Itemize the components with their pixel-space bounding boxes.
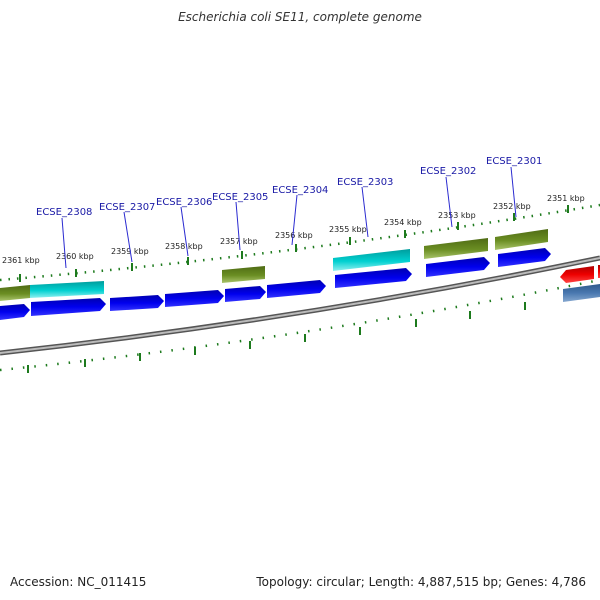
gene-arrow-forward[interactable] <box>225 286 266 302</box>
tick-label: 2351 kbp <box>547 194 585 203</box>
feature-bar-olive <box>222 266 265 283</box>
gene-arrow-forward[interactable] <box>165 290 224 307</box>
gene-label-ecse-2305[interactable]: ECSE_2305 <box>212 192 268 203</box>
gene-label-ecse-2301[interactable]: ECSE_2301 <box>486 156 542 167</box>
outer-tick-ring <box>0 203 600 282</box>
gene-arrow-forward[interactable] <box>0 304 30 320</box>
gene-arrow-forward[interactable] <box>335 268 412 288</box>
gene-arrow-forward[interactable] <box>110 295 164 311</box>
gene-label-connectors <box>61 166 517 269</box>
genome-backbone-highlight <box>0 257 600 354</box>
tick-label: 2355 kbp <box>329 225 367 234</box>
tick-label: 2356 kbp <box>275 231 313 240</box>
genome-summary-text: Topology: circular; Length: 4,887,515 bp… <box>256 575 586 589</box>
major-ticks-inner <box>27 302 526 373</box>
gene-label-ecse-2308[interactable]: ECSE_2308 <box>36 207 92 218</box>
feature-bar-cyan <box>30 281 104 298</box>
tick-label: 2361 kbp <box>2 256 40 265</box>
gene-label-ecse-2304[interactable]: ECSE_2304 <box>272 185 328 196</box>
gene-label-ecse-2306[interactable]: ECSE_2306 <box>156 197 212 208</box>
gene-label-ecse-2303[interactable]: ECSE_2303 <box>337 177 393 188</box>
feature-bar-olive <box>424 238 488 259</box>
feature-bar-olive <box>0 285 30 301</box>
feature-bar-cyan <box>333 249 410 271</box>
gene-label-ecse-2302[interactable]: ECSE_2302 <box>420 166 476 177</box>
gene-arrow-reverse[interactable] <box>560 266 594 283</box>
tick-label: 2360 kbp <box>56 252 94 261</box>
tick-label: 2354 kbp <box>384 218 422 227</box>
tick-label: 2352 kbp <box>493 202 531 211</box>
gene-arrow-forward[interactable] <box>267 280 326 298</box>
feature-bar-steelblue <box>563 284 600 302</box>
gene-arrow-forward[interactable] <box>31 298 106 316</box>
feature-bar-olive <box>495 229 548 250</box>
gene-arrow-forward[interactable] <box>498 248 551 267</box>
tick-label: 2358 kbp <box>165 242 203 251</box>
accession-text: Accession: NC_011415 <box>10 575 147 589</box>
gene-label-ecse-2307[interactable]: ECSE_2307 <box>99 202 155 213</box>
major-ticks-outer <box>19 205 569 282</box>
gene-arrow-forward[interactable] <box>426 257 490 277</box>
tick-label: 2353 kbp <box>438 211 476 220</box>
map-title: Escherichia coli SE11, complete genome <box>178 10 422 24</box>
